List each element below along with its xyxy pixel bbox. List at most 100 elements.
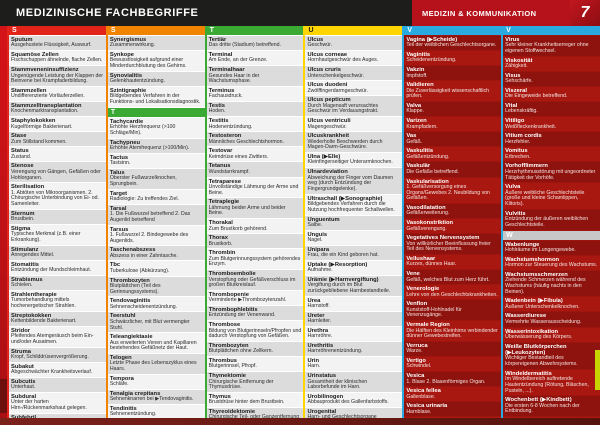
glossary-entry: Thrombophlebitis Entzündung der Venenwand… bbox=[206, 306, 304, 321]
entry-definition: Zwölffingerdarmgeschwür. bbox=[307, 87, 368, 94]
entry-term: Tactus bbox=[109, 154, 129, 161]
page-title: MEDIZINISCHE FACHBEGRIFFE bbox=[16, 7, 199, 19]
glossary-entry: Verruca Warze. bbox=[404, 342, 502, 357]
glossary-entry: Struma Kropf, Schilddrüsenvergrößerung. bbox=[9, 347, 106, 362]
glossary-entry: Ulcus ventriculi Magengeschwür. bbox=[305, 117, 403, 132]
glossary-entry: Thorakal Zum Brustkorb gehörend. bbox=[206, 219, 304, 234]
entry-definition: Aus erweiterten Venen und Kapillaren bes… bbox=[109, 339, 197, 352]
entry-definition: Zustand. bbox=[11, 153, 32, 160]
entry-term: Thrombozyten bbox=[109, 277, 150, 284]
glossary-entry: Weiße Blutkörperchen (▶Leukozyten) Wichti… bbox=[503, 342, 600, 369]
entry-definition: Gefäßentzündung. bbox=[406, 153, 450, 160]
entry-term: Taschenabszess bbox=[109, 247, 156, 254]
entry-definition: Fischschuppen ähnelnde, flache Zellen. bbox=[11, 57, 103, 64]
entry-definition: Aufnahme. bbox=[307, 267, 333, 274]
entry-term: Thrombopenie bbox=[208, 292, 249, 298]
entry-term: Tachycardie bbox=[109, 118, 144, 125]
left-page-edge bbox=[0, 26, 7, 425]
entry-definition: Schielen. bbox=[11, 282, 33, 289]
glossary-entry: Subdural Unter der harten Hirn-/Rückenmar… bbox=[9, 393, 106, 413]
entry-definition: Sehschärfe. bbox=[505, 78, 533, 85]
entry-definition: Chirurgische Entfernung der Thymusdrüse. bbox=[208, 378, 274, 391]
glossary-entry: Wasserdiurese Vermehrte Wasserausscheidun… bbox=[503, 312, 600, 327]
entry-term: Vesica urinaria bbox=[406, 403, 448, 410]
glossary-entry: Vellushaar Kurzes, dünnes Haar. bbox=[404, 255, 502, 270]
glossary-entry: Varizen Krampfadern. bbox=[404, 117, 502, 132]
entry-definition: Pfeifendes Atemgeräusch beim Ein- und/od… bbox=[11, 333, 94, 345]
entry-definition: Brustbein. bbox=[11, 216, 35, 223]
glossary-entry: Tetraparese Unvollständige Lähmung der Ar… bbox=[206, 177, 304, 198]
entry-definition: Fachausdruck. bbox=[208, 93, 243, 100]
entry-term: Thymus bbox=[208, 394, 231, 400]
entry-definition: Erhöhte Herzfrequenz (>100 Schläge/Min). bbox=[109, 124, 176, 136]
entry-term: Wadenbein (▶Fibula) bbox=[505, 298, 563, 305]
glossary-entry: Synergismus Zusammenwirkung. bbox=[107, 36, 205, 51]
entry-definition: Zum Stillstand kommen. bbox=[11, 138, 67, 145]
entry-term: Vitium cordis bbox=[505, 133, 542, 140]
section-letter-s: S bbox=[9, 26, 106, 35]
entry-term: Talus bbox=[109, 169, 125, 176]
bottom-page-edge bbox=[0, 418, 600, 425]
glossary-entry: Vagina (▶Scheide) Teil der weiblichen Ges… bbox=[404, 36, 502, 51]
entry-definition: Entzündung der Mundschleimhaut. bbox=[11, 267, 92, 274]
glossary-entry: Vorhofflimmern Herzrhythmusstörung mit un… bbox=[503, 162, 600, 183]
entry-definition: Ziehende Schmerzen während des Wachstums… bbox=[505, 277, 586, 295]
entry-term: Strahlentherapie bbox=[11, 292, 57, 298]
entry-definition: Die ersten 6-8 Wochen nach der Entbindun… bbox=[505, 402, 580, 415]
entry-definition: Hoden. bbox=[208, 108, 226, 115]
entry-term: Urämie (▶Harnvergiftung) bbox=[307, 276, 379, 283]
glossary-entry: Stenose Verengung von Gängen, Gefäßen ode… bbox=[9, 162, 106, 183]
entry-definition: Von willkürlicher Beeinflussung freier T… bbox=[406, 240, 491, 253]
glossary-entry: Terminalhaar Gesundes Haar in der Wachstu… bbox=[206, 66, 304, 86]
entry-term: Urin bbox=[307, 358, 320, 365]
entry-term: Virus bbox=[505, 37, 520, 43]
entry-term: Testitis bbox=[208, 118, 229, 125]
glossary-entry: Tempora Schläfe. bbox=[107, 374, 205, 389]
entry-definition: Gesamtheit der klinischen Laborbefunde i… bbox=[307, 378, 368, 391]
entry-definition: Lehre von den Geschlechtskrankheiten. bbox=[406, 291, 498, 298]
glossary-column-6: V Virus Sehr kleiner Krankheitserreger ohn… bbox=[501, 26, 600, 418]
entry-term: Windeldermatitis bbox=[505, 370, 552, 377]
entry-term: Unguis bbox=[307, 231, 328, 238]
entry-definition: Harnröhrenentzündung. bbox=[307, 348, 363, 355]
entry-definition: Weißfleckenkrankheit. bbox=[505, 123, 557, 130]
entry-definition: Harnstoff. bbox=[307, 303, 330, 310]
entry-definition: Herzrhythmusstörung mit ungeordneter Tät… bbox=[505, 168, 596, 181]
entry-definition: Unter der harten Hirn-/Rückenmarkshaut g… bbox=[11, 399, 87, 412]
entry-term: Thrombus bbox=[208, 358, 237, 365]
glossary-entry: Thymus Brustdrüse hinter dem Brustbein. bbox=[206, 393, 304, 408]
glossary-column-4: U Ulcus Geschwür. Ulcus corneae Hornhautgesc… bbox=[303, 26, 403, 418]
entry-definition: Bildgebendes Verfahren in der Funktions-… bbox=[109, 93, 201, 106]
entry-definition: Harnleiter. bbox=[307, 318, 332, 325]
glossary-entry: Wabenlunge Hohlräume im Lungengewebe. bbox=[503, 240, 600, 255]
entry-definition: Harnröhre. bbox=[307, 333, 333, 340]
entry-definition: Lebenskräftig. bbox=[505, 108, 538, 115]
entry-term: Terminus bbox=[208, 88, 235, 94]
entry-term: Varizen bbox=[406, 118, 427, 125]
entry-term: Ulcus bbox=[307, 37, 324, 43]
section-letter-v: V bbox=[503, 26, 600, 35]
entry-term: Stomatitis bbox=[11, 261, 40, 268]
entry-definition: Abweichung der Finger vom Daumen weg (du… bbox=[307, 174, 394, 192]
entry-term: Tendinitis bbox=[109, 406, 137, 413]
glossary-entry: Ulcus cruris Unterschenkelgeschwür. bbox=[305, 66, 403, 81]
entry-term: Ultraschall (▶Sonographie) bbox=[307, 195, 383, 202]
entry-definition: Tastsinn. bbox=[109, 160, 131, 167]
glossary-entry: Sternum Brustbein. bbox=[9, 209, 106, 224]
entry-term: Thrombophlebitis bbox=[208, 307, 258, 314]
entry-term: Ureter bbox=[307, 312, 325, 319]
glossary-entry: Tendovaginitis Sehnenscheidenentzündung. bbox=[107, 297, 205, 312]
glossary-entry: Thrombozyten Blutplättchen ohne Zellkern. bbox=[206, 342, 304, 357]
glossary-entry: Testis Hoden. bbox=[206, 102, 304, 117]
entry-definition: Bildgebendes Verfahren durch die Nutzung… bbox=[307, 201, 395, 213]
glossary-entry: Ulcus Geschwür. bbox=[305, 36, 403, 51]
entry-term: Venflon bbox=[406, 301, 428, 308]
entry-term: Uptake (▶Resorption) bbox=[307, 261, 368, 268]
glossary-entry: Venerologie Lehre von den Geschlechtskran… bbox=[404, 285, 502, 300]
entry-term: Urobilinogen bbox=[307, 394, 344, 400]
entry-definition: Durch Magensaft verursachtes Geschwür im… bbox=[307, 102, 379, 115]
glossary-entry: Wachstumsschmerzen Ziehende Schmerzen wäh… bbox=[503, 270, 600, 297]
entry-term: Vagina (▶Scheide) bbox=[406, 37, 458, 43]
entry-definition: Klappe. bbox=[406, 108, 424, 115]
